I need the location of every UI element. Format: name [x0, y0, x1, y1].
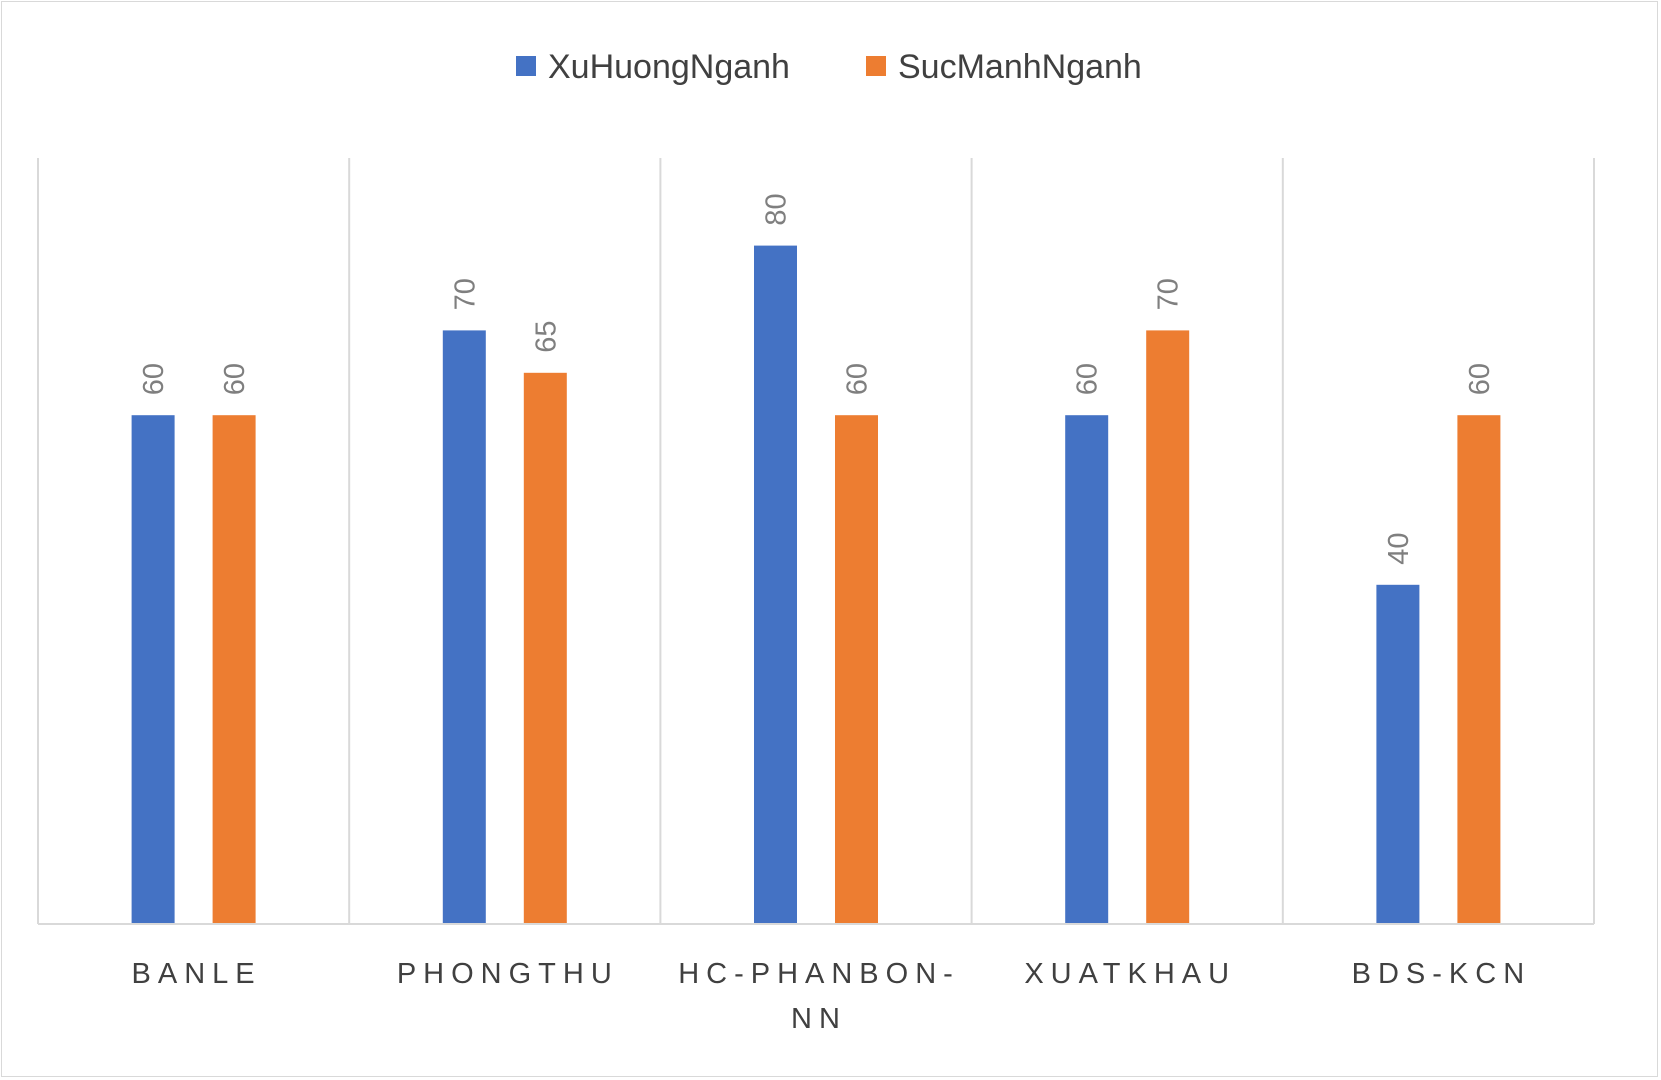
data-labels: 60 60 70 65 80 60 60 70 40 60	[138, 193, 1496, 564]
data-label: 70	[449, 278, 481, 310]
bar-sucmanhnganh-0	[212, 415, 256, 924]
bar-sucmanhnganh-4	[1457, 415, 1501, 924]
legend-swatch-0	[516, 56, 536, 76]
bar-sucmanhnganh-1	[523, 372, 567, 924]
bar-xuhuongnganh-1	[442, 330, 486, 924]
legend-label-0: XuHuongNganh	[548, 48, 790, 86]
bar-sucmanhnganh-2	[835, 415, 878, 924]
bar-xuhuongnganh-0	[131, 415, 175, 924]
data-label: 60	[138, 363, 170, 395]
data-label: 60	[219, 363, 251, 395]
data-label: 60	[1464, 363, 1496, 395]
data-label: 60	[842, 363, 874, 395]
category-label: BDS-KCN	[1352, 958, 1532, 990]
data-label: 65	[530, 321, 562, 353]
bar-xuhuongnganh-2	[754, 245, 797, 925]
category-gridlines	[37, 158, 1595, 924]
category-label: BANLE	[132, 958, 262, 990]
bar-xuhuongnganh-3	[1065, 415, 1109, 924]
data-label: 70	[1153, 278, 1185, 310]
bars	[131, 245, 1501, 925]
legend-label-1: SucManhNganh	[898, 48, 1142, 86]
legend-swatch-1	[866, 56, 886, 76]
category-label: HC-PHANBON-	[678, 958, 960, 990]
bar-sucmanhnganh-3	[1146, 330, 1190, 924]
category-label: XUATKHAU	[1024, 958, 1236, 990]
data-label: 80	[761, 193, 793, 225]
category-label: NN	[791, 1003, 847, 1035]
legend: XuHuongNganh SucManhNganh	[516, 48, 1142, 86]
bar-xuhuongnganh-4	[1376, 584, 1420, 924]
data-label: 40	[1383, 533, 1415, 565]
data-label: 60	[1072, 363, 1104, 395]
category-labels: BANLE PHONGTHU HC-PHANBON- NN XUATKHAU BDS-KC…	[132, 958, 1532, 1035]
category-label: PHONGTHU	[397, 958, 619, 990]
